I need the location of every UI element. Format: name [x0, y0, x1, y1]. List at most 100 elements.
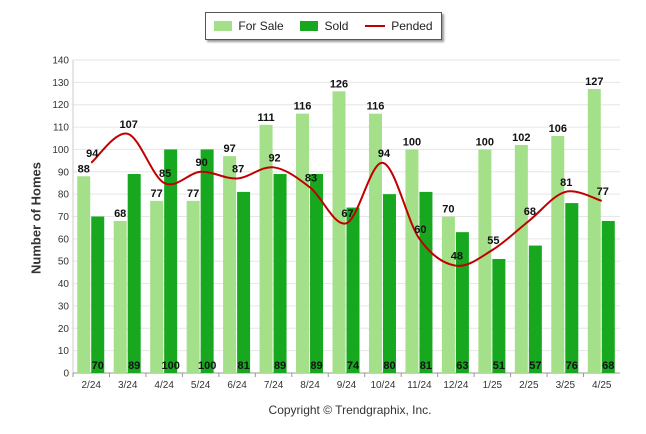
y-tick-label: 130: [52, 78, 69, 89]
bar-sold: [237, 191, 251, 373]
bar-sold: [310, 174, 324, 373]
bar-sold: [200, 149, 214, 373]
bar-sold: [455, 232, 469, 373]
y-tick-label: 90: [58, 167, 70, 178]
data-label-pended: 94: [378, 148, 391, 160]
data-label-pended: 68: [524, 206, 536, 218]
y-tick-label: 50: [58, 257, 70, 268]
data-label-pended: 107: [120, 119, 138, 131]
x-tick-label: 3/24: [118, 380, 138, 391]
legend-item-pended: Pended: [365, 19, 433, 33]
bar-for-sale: [478, 149, 492, 373]
pended-line: [90, 132, 603, 267]
data-label-for-sale: 106: [549, 123, 567, 135]
bar-sold: [127, 174, 141, 373]
x-tick-label: 4/25: [592, 380, 612, 391]
bar-for-sale: [77, 176, 91, 373]
data-label-sold: 63: [456, 360, 468, 372]
data-label-sold: 57: [529, 360, 541, 372]
data-label-for-sale: 111: [257, 112, 274, 124]
data-label-pended: 60: [414, 224, 426, 236]
bar-for-sale: [551, 136, 565, 373]
y-tick-label: 10: [58, 346, 70, 357]
data-label-sold: 100: [198, 360, 216, 372]
y-tick-label: 20: [58, 324, 70, 335]
data-label-sold: 51: [493, 360, 505, 372]
data-label-sold: 89: [128, 360, 140, 372]
data-label-sold: 74: [347, 360, 360, 372]
data-label-for-sale: 100: [476, 136, 494, 148]
data-label-pended: 83: [305, 172, 317, 184]
data-label-sold: 81: [420, 360, 432, 372]
y-tick-label: 110: [53, 123, 69, 134]
data-label-sold: 100: [161, 360, 179, 372]
data-label-for-sale: 127: [585, 76, 603, 88]
y-tick-label: 0: [63, 369, 69, 380]
x-tick-label: 7/24: [264, 380, 284, 391]
bar-for-sale: [113, 220, 127, 373]
data-label-for-sale: 102: [512, 132, 530, 144]
data-label-for-sale: 126: [330, 78, 348, 90]
bar-for-sale: [150, 200, 164, 373]
data-label-pended: 67: [341, 208, 353, 220]
y-tick-label: 120: [52, 100, 69, 111]
x-tick-label: 12/24: [443, 380, 468, 391]
x-tick-label: 3/25: [556, 380, 576, 391]
for-sale-swatch-icon: [214, 21, 233, 31]
data-label-for-sale: 77: [187, 188, 199, 200]
data-label-sold: 80: [383, 360, 395, 372]
data-label-pended: 81: [560, 177, 572, 189]
y-tick-label: 70: [58, 212, 70, 223]
y-axis-label: Number of Homes: [28, 162, 44, 274]
legend-item-sold: Sold: [300, 19, 348, 33]
data-label-for-sale: 68: [114, 208, 126, 220]
data-label-for-sale: 70: [442, 204, 454, 216]
y-tick-label: 140: [52, 56, 69, 67]
bar-for-sale: [405, 149, 419, 373]
bar-for-sale: [514, 144, 528, 373]
bar-sold: [528, 245, 542, 373]
data-label-pended: 87: [232, 163, 244, 175]
data-label-sold: 89: [310, 360, 322, 372]
y-tick-label: 30: [58, 301, 70, 312]
bar-sold: [419, 191, 433, 373]
x-tick-label: 10/24: [370, 380, 395, 391]
data-label-pended: 55: [487, 235, 499, 247]
bar-for-sale: [368, 113, 382, 374]
data-label-sold: 81: [237, 360, 249, 372]
bar-sold: [565, 203, 579, 373]
bar-sold: [91, 216, 105, 373]
y-tick-label: 60: [58, 234, 70, 245]
x-tick-label: 2/25: [519, 380, 539, 391]
bar-for-sale: [186, 200, 200, 373]
data-label-for-sale: 77: [151, 188, 163, 200]
data-label-sold: 70: [92, 360, 104, 372]
data-label-pended: 48: [451, 251, 463, 263]
y-tick-label: 40: [58, 279, 70, 290]
x-tick-label: 8/24: [300, 380, 320, 391]
data-label-for-sale: 88: [78, 163, 90, 175]
x-tick-label: 5/24: [191, 380, 211, 391]
bar-for-sale: [332, 91, 346, 374]
bar-sold: [164, 149, 178, 373]
bar-for-sale: [296, 113, 310, 374]
bar-sold: [601, 220, 615, 373]
data-label-pended: 85: [159, 168, 171, 180]
data-label-for-sale: 97: [223, 143, 235, 155]
data-label-sold: 68: [602, 360, 614, 372]
legend-item-for-sale: For Sale: [214, 19, 284, 33]
data-label-pended: 92: [268, 152, 280, 164]
x-tick-label: 9/24: [337, 380, 357, 391]
bar-sold: [382, 194, 396, 373]
pended-line-swatch-icon: [365, 25, 386, 27]
bar-for-sale: [259, 124, 273, 373]
y-tick-label: 100: [52, 145, 69, 156]
x-tick-label: 4/24: [154, 380, 174, 391]
bar-sold: [273, 174, 287, 373]
data-label-for-sale: 100: [403, 136, 421, 148]
bar-for-sale: [223, 156, 237, 373]
legend: For Sale Sold Pended: [205, 12, 442, 40]
copyright-text: Copyright © Trendgraphix, Inc.: [268, 403, 432, 417]
legend-label-for-sale: For Sale: [238, 19, 284, 33]
